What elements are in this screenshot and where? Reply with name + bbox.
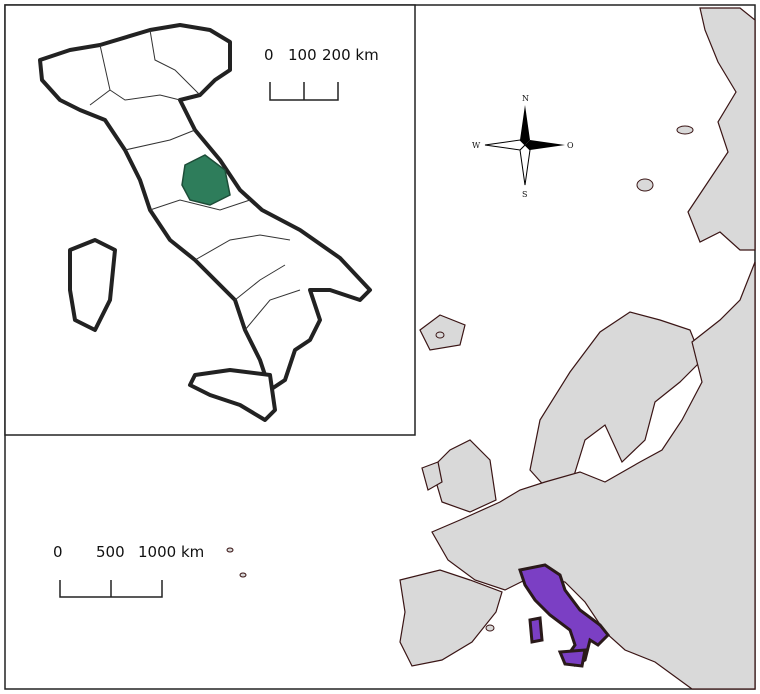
compass-west: W bbox=[472, 141, 481, 150]
iberia bbox=[399, 569, 503, 667]
continental-europe bbox=[431, 261, 756, 690]
scale-label: 0 bbox=[53, 543, 63, 561]
compass-north: N bbox=[522, 94, 529, 103]
umbria bbox=[181, 154, 231, 206]
islands bbox=[226, 125, 694, 632]
italy-outline bbox=[38, 23, 372, 422]
scale-label: 500 bbox=[96, 543, 125, 561]
europe-map: N W O S 0 500 1000 km bbox=[53, 7, 756, 690]
main-scale-bar: 0 500 1000 km bbox=[53, 543, 204, 598]
inset-scale-bar: 0 100 200 km bbox=[264, 46, 379, 101]
inset-map: 0 100 200 km bbox=[4, 4, 416, 436]
great-britain bbox=[431, 439, 497, 513]
scale-label: 200 km bbox=[322, 46, 379, 64]
region-borders bbox=[89, 29, 301, 331]
scale-label: 0 bbox=[264, 46, 274, 64]
compass-south: S bbox=[522, 190, 527, 199]
northern-russia bbox=[687, 7, 756, 251]
ireland bbox=[421, 461, 443, 491]
compass-east: O bbox=[567, 141, 574, 150]
italy bbox=[518, 563, 611, 668]
scandinavia bbox=[529, 311, 703, 491]
scale-label: 100 bbox=[288, 46, 317, 64]
scale-label: 1000 km bbox=[138, 543, 204, 561]
compass: N W O S bbox=[472, 94, 574, 199]
